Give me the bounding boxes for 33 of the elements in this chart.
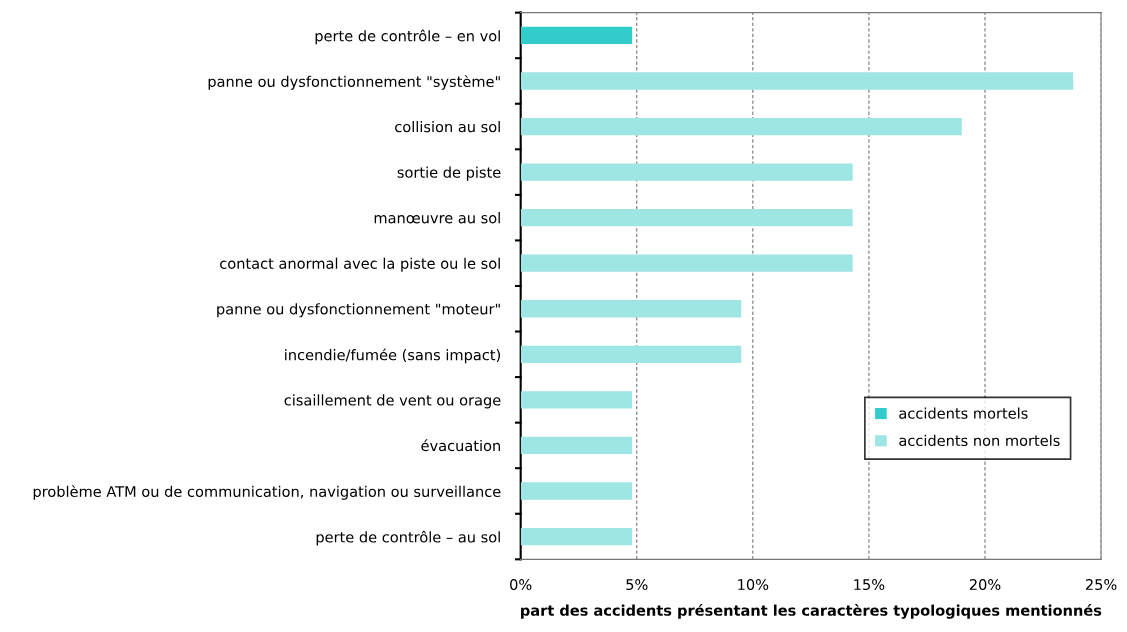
y-tick-label: perte de contrôle – au sol — [316, 530, 500, 546]
bar — [520, 72, 1074, 90]
x-tick-label: 25% — [1085, 579, 1117, 591]
x-tick-label: 20% — [969, 579, 1001, 591]
bar — [520, 482, 633, 500]
y-tick-label: problème ATM ou de communication, navigation ou surveillance — [33, 485, 501, 500]
x-tick-label: 10% — [738, 579, 769, 591]
bar — [520, 208, 853, 227]
y-tick-label: sortie de piste — [397, 166, 501, 181]
legend-label: accidents non mortels — [899, 434, 1060, 447]
y-tick-label: évacuation — [421, 439, 500, 452]
bar — [520, 436, 633, 455]
legend-label: accidents mortels — [899, 407, 1028, 419]
bar — [520, 117, 962, 136]
y-tick-label: cisaillement de vent ou orage — [284, 394, 501, 409]
bar — [520, 391, 633, 409]
bar — [520, 527, 633, 546]
bar — [520, 163, 853, 181]
x-tick-label: 0% — [510, 579, 532, 591]
y-tick-label: contact anormal avec la piste ou le sol — [220, 257, 500, 272]
bar — [520, 26, 633, 45]
x-tick-label: 5% — [626, 579, 648, 591]
y-tick-label: perte de contrôle – en vol — [315, 29, 500, 45]
y-tick-label: collision au sol — [395, 120, 500, 133]
x-tick-label: 15% — [854, 579, 885, 591]
bar — [520, 300, 742, 318]
x-axis-title: part des accidents présentant les caractères typologiques mentionnés — [521, 603, 1102, 619]
bar — [520, 254, 853, 272]
bar — [520, 345, 742, 363]
y-tick-label: manœuvre au sol — [374, 212, 500, 224]
y-tick-label: panne ou dysfonctionnement "système" — [208, 75, 500, 90]
y-tick-label: incendie/fumée (sans impact) — [285, 348, 500, 364]
y-tick-label: panne ou dysfonctionnement "moteur" — [217, 303, 500, 318]
